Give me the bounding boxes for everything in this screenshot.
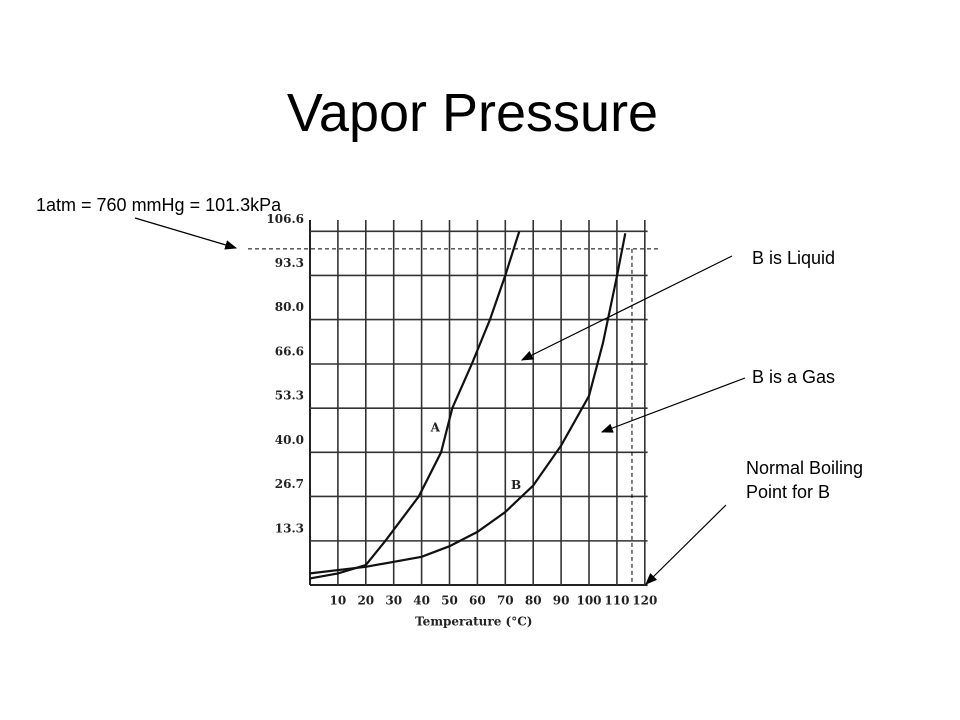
annotation: Normal Boiling Point for B xyxy=(746,458,864,502)
arrow xyxy=(134,217,238,250)
y-tick-label: 93.3 xyxy=(275,256,304,270)
x-tick-label: 50 xyxy=(441,594,458,608)
x-tick-label: 30 xyxy=(385,594,402,608)
arrow xyxy=(600,377,746,433)
x-tick-label: 110 xyxy=(604,594,629,608)
y-tick-label: 13.3 xyxy=(275,521,304,535)
arrows xyxy=(134,217,746,585)
annotation: B is a Gas xyxy=(752,367,836,387)
y-tick-label: 66.6 xyxy=(275,345,304,359)
arrow xyxy=(520,255,733,361)
y-tick-label: 53.3 xyxy=(275,389,304,403)
x-tick-label: 90 xyxy=(553,594,570,608)
y-tick-label: 40.0 xyxy=(275,433,304,447)
x-tick-label: 40 xyxy=(413,594,430,608)
x-axis-title: Temperature (°C) xyxy=(415,615,532,629)
x-tick-label: 100 xyxy=(576,594,601,608)
series-line xyxy=(309,233,627,575)
x-tick-label: 60 xyxy=(469,594,486,608)
y-tick-label: 106.6 xyxy=(266,212,304,226)
y-tick-label: 26.7 xyxy=(275,477,304,491)
arrow xyxy=(645,504,727,585)
x-tick-label: 10 xyxy=(330,594,347,608)
annotation: B is Liquid xyxy=(752,248,836,268)
series-label: A xyxy=(430,421,441,435)
x-tick-label: 70 xyxy=(497,594,514,608)
x-tick-label: 80 xyxy=(525,594,542,608)
series-line xyxy=(309,230,521,580)
x-tick-label: 20 xyxy=(357,594,374,608)
y-tick-label: 80.0 xyxy=(275,300,304,314)
slide-title: Vapor Pressure xyxy=(286,83,659,143)
annotation: 1atm = 760 mmHg = 101.3kPa xyxy=(36,195,282,215)
x-tick-label: 120 xyxy=(632,594,657,608)
series-label: B xyxy=(511,478,521,492)
